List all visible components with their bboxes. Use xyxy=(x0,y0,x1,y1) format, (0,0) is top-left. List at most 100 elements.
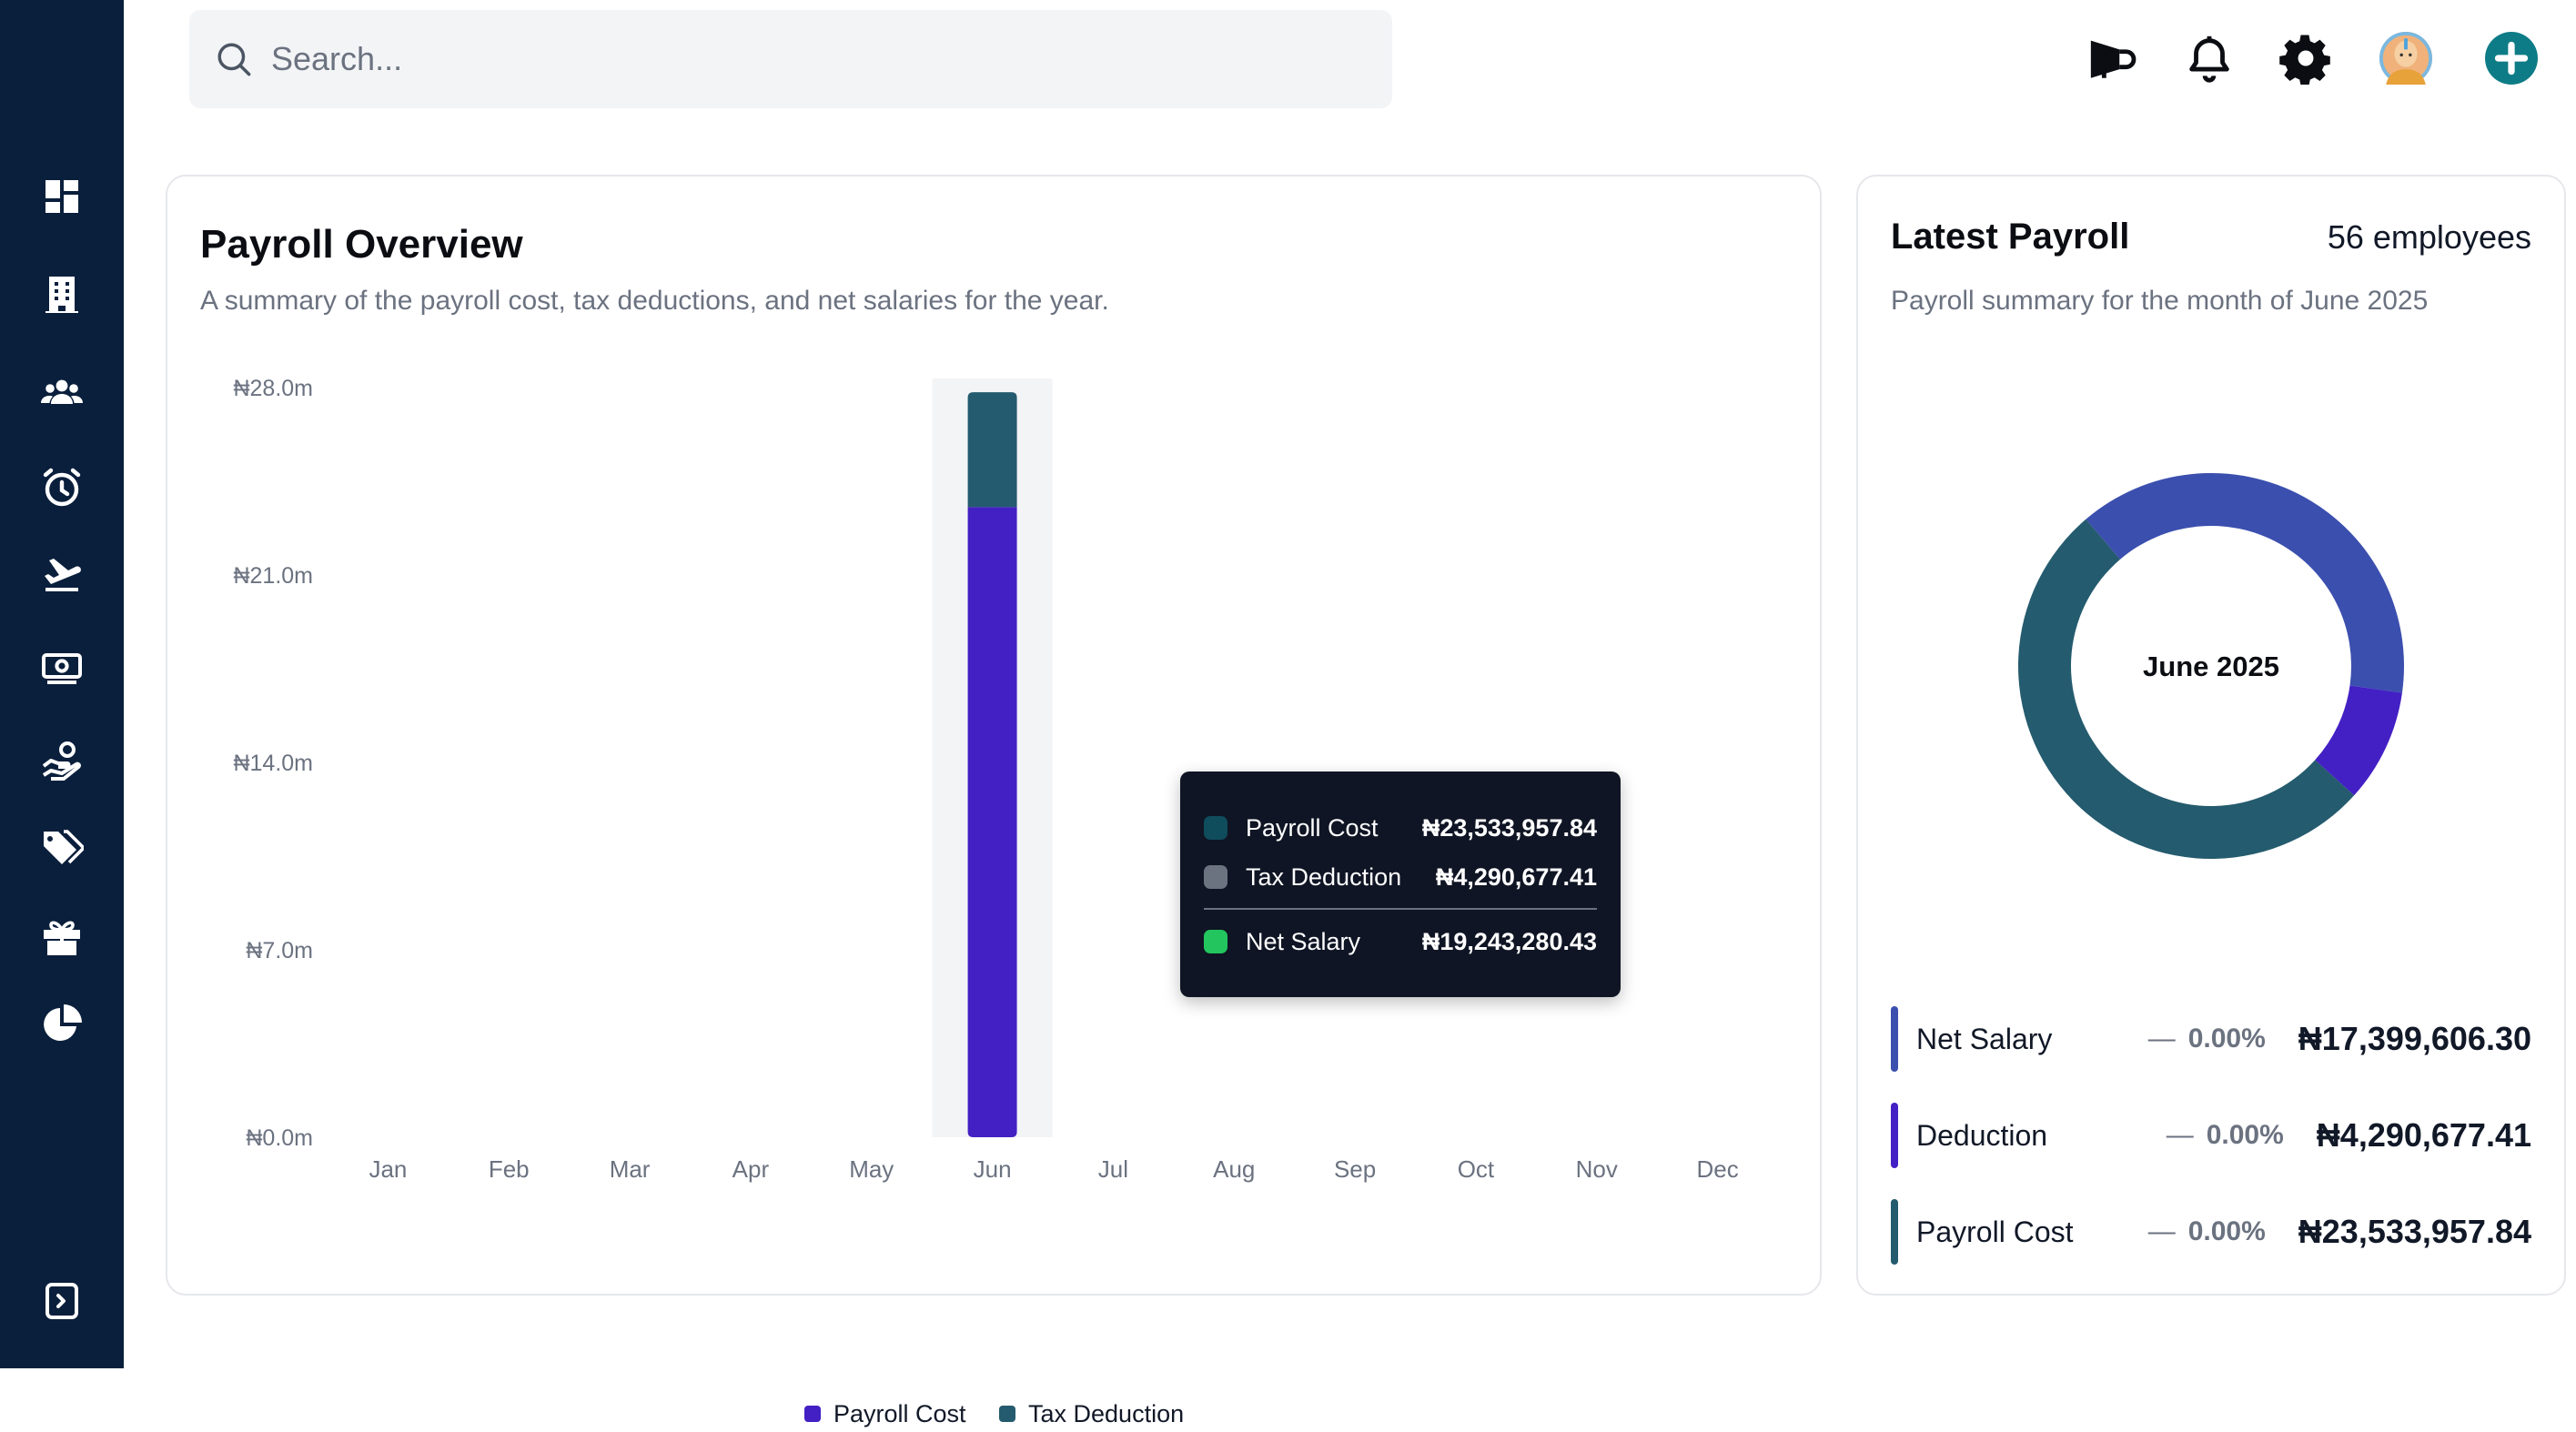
stat-delta: — 0.00% xyxy=(2148,1024,2266,1054)
create-button[interactable] xyxy=(2479,25,2544,91)
tooltip-value: ₦23,533,957.84 xyxy=(1421,813,1597,842)
stat-value: ₦17,399,606.30 xyxy=(2298,1020,2531,1057)
x-tick-label: Jun xyxy=(974,1155,1012,1183)
latest-payroll-card: Latest Payroll 56 employees Payroll summ… xyxy=(1856,175,2566,1296)
plane-departure-icon xyxy=(45,559,81,591)
x-tick-label: Oct xyxy=(1458,1155,1495,1183)
plus-circle-icon xyxy=(2485,32,2538,85)
sidebar-item-dashboard[interactable] xyxy=(27,162,96,231)
tooltip-divider xyxy=(1204,908,1597,910)
latest-payroll-title: Latest Payroll xyxy=(1891,217,2130,257)
x-tick-label: Mar xyxy=(610,1155,651,1183)
x-tick-label: Jan xyxy=(369,1155,407,1183)
tooltip-label: Payroll Cost xyxy=(1246,813,1379,842)
legend-swatch xyxy=(999,1406,1015,1422)
search-icon xyxy=(217,43,251,76)
dashboard-icon xyxy=(45,180,78,213)
dash-icon: — xyxy=(2147,1216,2176,1246)
tooltip-row-net-salary: Net Salary ₦19,243,280.43 xyxy=(1204,923,1597,960)
stat-label: Payroll Cost xyxy=(1916,1215,2074,1248)
gear-icon xyxy=(2279,35,2330,85)
sidebar-item-rewards[interactable] xyxy=(27,903,96,972)
search-bar[interactable] xyxy=(189,10,1392,108)
y-tick-label: ₦14.0m xyxy=(233,751,313,776)
stat-row-net-salary: Net Salary — 0.00% ₦17,399,606.30 xyxy=(1891,1006,2531,1072)
sidebar-collapse-button[interactable] xyxy=(27,1266,96,1336)
x-tick-label: Jul xyxy=(1098,1155,1128,1183)
tags-icon xyxy=(44,830,84,864)
tooltip-value: ₦19,243,280.43 xyxy=(1421,927,1597,955)
stat-row-payroll-cost: Payroll Cost — 0.00% ₦23,533,957.84 xyxy=(1891,1199,2531,1265)
sidebar-item-reports[interactable] xyxy=(27,990,96,1059)
users-icon xyxy=(41,379,83,404)
x-tick-label: May xyxy=(849,1155,894,1183)
stat-delta-value: 0.00% xyxy=(2187,1216,2266,1246)
stat-delta: — 0.00% xyxy=(2148,1216,2266,1247)
y-tick-label: ₦7.0m xyxy=(246,938,313,963)
legend-swatch xyxy=(804,1406,821,1422)
user-avatar[interactable] xyxy=(2373,25,2439,91)
y-tick-label: ₦21.0m xyxy=(233,563,313,589)
donut-slice-payroll-cost[interactable] xyxy=(2018,519,2355,859)
stat-value: ₦23,533,957.84 xyxy=(2298,1213,2531,1250)
donut-center-label: June 2025 xyxy=(2143,650,2279,682)
payroll-overview-subtitle: A summary of the payroll cost, tax deduc… xyxy=(200,286,1109,316)
x-tick-label: Feb xyxy=(489,1155,530,1183)
sidebar-toggle-icon xyxy=(45,1283,78,1319)
chart-tooltip: Payroll Cost ₦23,533,957.84 Tax Deductio… xyxy=(1180,771,1621,997)
legend-label: Tax Deduction xyxy=(1028,1399,1185,1427)
stat-label: Net Salary xyxy=(1916,1022,2053,1055)
sidebar-item-benefits[interactable] xyxy=(27,726,96,795)
sidebar-item-leave[interactable] xyxy=(27,540,96,610)
y-tick-label: ₦28.0m xyxy=(233,376,313,401)
sidebar-item-company[interactable] xyxy=(27,260,96,329)
legend-item-tax-deduction[interactable]: Tax Deduction xyxy=(999,1396,1184,1432)
building-icon xyxy=(45,277,78,313)
tooltip-swatch xyxy=(1204,930,1227,953)
payroll-overview-card: Payroll Overview A summary of the payrol… xyxy=(166,175,1822,1427)
donut-slice-net-salary[interactable] xyxy=(2086,473,2404,693)
notifications-button[interactable] xyxy=(2177,25,2242,91)
gift-icon xyxy=(44,921,80,955)
payroll-overview-title: Payroll Overview xyxy=(200,222,523,267)
bar-segment-payroll-cost[interactable] xyxy=(967,507,1017,1137)
dash-icon: — xyxy=(2147,1024,2176,1054)
stat-color-bar xyxy=(1891,1006,1898,1072)
hand-coin-icon xyxy=(42,741,81,781)
x-tick-label: Sep xyxy=(1334,1155,1376,1183)
bar-segment-tax-deduction[interactable] xyxy=(967,392,1017,508)
stat-delta-value: 0.00% xyxy=(2187,1024,2266,1054)
legend-label: Payroll Cost xyxy=(833,1399,966,1427)
payroll-donut-chart: June 2025 xyxy=(2018,473,2404,859)
sidebar-item-tags[interactable] xyxy=(27,813,96,882)
stat-delta: — 0.00% xyxy=(2167,1120,2284,1151)
donut-slice-deduction[interactable] xyxy=(2315,685,2402,796)
legend-item-payroll-cost[interactable]: Payroll Cost xyxy=(804,1396,966,1432)
stat-color-bar xyxy=(1891,1103,1898,1168)
sidebar-item-attendance[interactable] xyxy=(27,453,96,522)
avatar xyxy=(2379,32,2432,85)
tooltip-label: Tax Deduction xyxy=(1246,862,1402,891)
search-input[interactable] xyxy=(271,40,1363,78)
tooltip-value: ₦4,290,677.41 xyxy=(1435,862,1597,891)
tooltip-swatch xyxy=(1204,865,1227,889)
announcements-button[interactable] xyxy=(2080,25,2146,91)
alarm-clock-icon xyxy=(43,468,81,507)
dash-icon: — xyxy=(2166,1120,2194,1150)
y-tick-label: ₦0.0m xyxy=(246,1125,313,1151)
tooltip-swatch xyxy=(1204,816,1227,840)
sidebar-item-employees[interactable] xyxy=(27,358,96,428)
x-tick-label: Dec xyxy=(1696,1155,1738,1183)
stat-color-bar xyxy=(1891,1199,1898,1265)
sidebar xyxy=(0,0,124,1368)
settings-button[interactable] xyxy=(2273,25,2339,91)
megaphone-icon xyxy=(2090,40,2137,78)
stat-delta-value: 0.00% xyxy=(2206,1120,2284,1150)
tooltip-label: Net Salary xyxy=(1246,927,1361,955)
employee-count: 56 employees xyxy=(2327,218,2531,256)
money-icon xyxy=(42,653,82,684)
sidebar-item-payroll[interactable] xyxy=(27,633,96,702)
bell-icon xyxy=(2189,35,2229,83)
payroll-bar-chart: ₦0.0m ₦7.0m ₦14.0m ₦21.0m ₦28.0m Jan Feb Mar Apr… xyxy=(233,376,1738,1183)
stat-value: ₦4,290,677.41 xyxy=(2316,1116,2531,1154)
